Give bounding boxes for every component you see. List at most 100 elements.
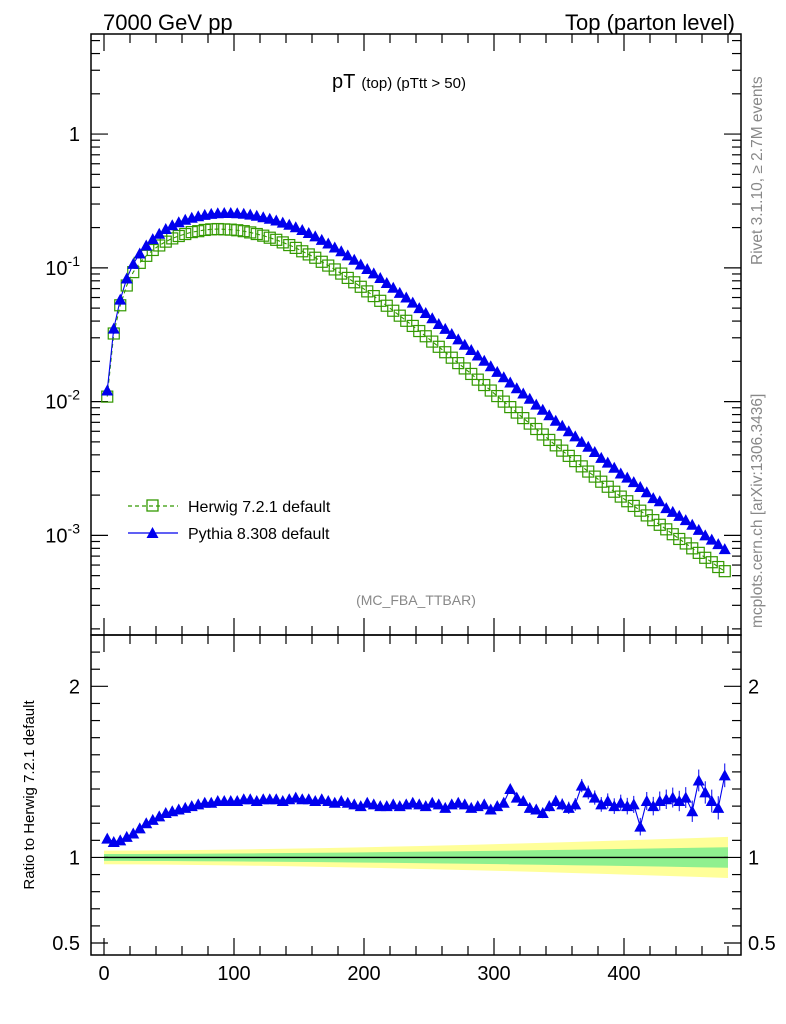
pythia-point (120, 272, 133, 284)
pythia-point (159, 223, 172, 235)
ratio-point (634, 820, 647, 832)
pythia-point (530, 398, 543, 410)
ratio-point (712, 801, 725, 813)
pythia-point (575, 435, 588, 447)
pythia-point (523, 392, 536, 404)
pythia-point (400, 291, 413, 303)
ratio-point (127, 827, 140, 839)
ratio-y-tick-label-right: 2 (748, 676, 759, 698)
pythia-point (640, 486, 653, 498)
ratio-point (491, 800, 504, 812)
herwig-point (257, 229, 270, 242)
mcplots-label: mcplots.cern.ch [arXiv:1306.3436] (749, 394, 766, 628)
ratio-point (140, 817, 153, 829)
main-panel: 1 10-1 10-2 10-3 pT (top) (pTtt > 50) (MC_FB… (45, 33, 742, 636)
pythia-point (445, 328, 458, 340)
pythia-point (283, 218, 296, 230)
herwig-point (237, 225, 250, 238)
ratio-point (543, 800, 556, 812)
ratio-point (692, 774, 705, 786)
herwig-point (231, 224, 244, 237)
pythia-point (601, 456, 614, 468)
pythia-point (614, 467, 627, 479)
ratio-point (517, 794, 530, 806)
legend-entry-herwig: Herwig 7.2.1 default (128, 499, 331, 516)
pythia-point (647, 492, 660, 504)
pythia-point (289, 221, 302, 233)
pythia-point (354, 258, 367, 270)
x-tick-labels: 0 100 200 300 400 (98, 963, 640, 985)
ratio-y-tick-label-left: 1 (69, 847, 80, 869)
pythia-point (361, 263, 374, 275)
pythia-point (127, 257, 140, 269)
pythia-point (510, 382, 523, 394)
herwig-point (348, 276, 361, 289)
ratio-point (549, 794, 562, 806)
herwig-point (263, 231, 276, 244)
x-tick-label: 100 (217, 963, 250, 985)
herwig-point (653, 518, 666, 531)
pythia-point (471, 349, 484, 361)
plot-title: pT (top) (pTtt > 50) (332, 71, 466, 93)
herwig-point (244, 226, 257, 239)
pythia-point (419, 306, 432, 318)
x-tick-label: 300 (477, 963, 510, 985)
ratio-panel-frame (90, 634, 742, 956)
pythia-point (718, 543, 731, 555)
ratio-point (686, 805, 699, 817)
herwig-point (647, 514, 660, 527)
pythia-point (491, 365, 504, 377)
main-y-tick-label: 10-3 (45, 520, 80, 547)
pythia-point (679, 514, 692, 526)
herwig-point (627, 499, 640, 513)
ratio-point (530, 803, 543, 815)
ratio-point (582, 786, 595, 798)
pythia-point (315, 233, 328, 245)
legend-pythia-label: Pythia 8.308 default (188, 526, 330, 543)
ratio-point (640, 794, 653, 806)
main-y-tick-label: 10-1 (45, 253, 80, 280)
ratio-point (588, 791, 601, 803)
herwig-point (640, 509, 653, 522)
herwig-point (699, 551, 712, 564)
herwig-point (666, 528, 679, 541)
header-left: 7000 GeV pp (103, 10, 233, 35)
herwig-point (211, 222, 224, 236)
ratio-point (497, 796, 510, 808)
ratio-point (419, 800, 432, 812)
pythia-point (517, 387, 530, 399)
pythia-point (478, 354, 491, 366)
pythia-point (484, 360, 497, 372)
pythia-point (666, 505, 679, 517)
legend-herwig-label: Herwig 7.2.1 default (188, 499, 331, 516)
ratio-point (608, 800, 621, 812)
main-y-tick-label: 10-2 (45, 387, 80, 414)
ratio-y-axis-label: Ratio to Herwig 7.2.1 default (21, 700, 38, 890)
herwig-point (172, 229, 185, 243)
herwig-point (270, 233, 283, 246)
pythia-point (673, 509, 686, 521)
pythia-point (133, 247, 146, 259)
herwig-point (621, 495, 634, 508)
ratio-point (478, 798, 491, 810)
pythia-point (101, 384, 114, 396)
pythia-point (634, 480, 647, 492)
ratio-series (101, 763, 731, 848)
x-tick-label: 0 (98, 963, 109, 985)
ratio-y-tick-label-left: 0.5 (52, 933, 80, 955)
pythia-point (660, 502, 673, 514)
ratio-point (354, 800, 367, 812)
pythia-point (367, 267, 380, 279)
pythia-point (536, 403, 549, 415)
ratio-point (510, 791, 523, 803)
pythia-point (452, 333, 465, 345)
herwig-point (614, 490, 627, 503)
ratio-point (458, 798, 471, 810)
pythia-point (608, 461, 621, 473)
pythia-point (439, 322, 452, 334)
pythia-point (302, 227, 315, 239)
pythia-point (426, 312, 439, 324)
ratio-point (101, 832, 114, 844)
pythia-point (276, 216, 289, 228)
